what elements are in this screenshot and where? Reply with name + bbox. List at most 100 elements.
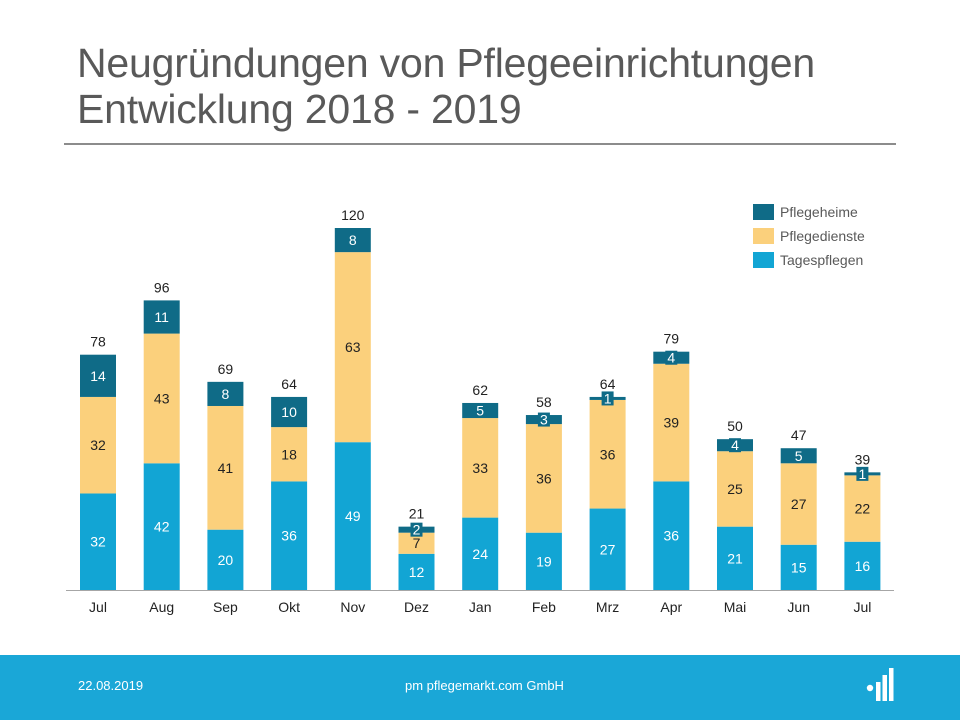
bar-pflegeheime <box>334 228 371 253</box>
x-tick-label: Jul <box>853 599 871 615</box>
total-label: 58 <box>536 394 552 410</box>
data-label-pflegedienste: 22 <box>855 501 871 517</box>
data-label-pflegedienste: 32 <box>90 437 106 453</box>
total-label: 39 <box>855 451 871 467</box>
chart-title: Neugründungen von Pflegeeinrichtungen En… <box>77 40 815 132</box>
data-label-box <box>665 350 678 365</box>
total-label: 62 <box>472 382 488 398</box>
bar-tagespflegen <box>271 481 308 590</box>
data-label-pflegeheime: 8 <box>349 232 357 248</box>
bar-pflegeheime <box>271 396 308 428</box>
data-label-pflegedienste: 36 <box>600 446 616 462</box>
total-label: 21 <box>409 506 425 522</box>
bar-pflegeheime <box>80 354 116 397</box>
data-label-tagespflegen: 24 <box>472 546 488 562</box>
bar-pflegedienste <box>844 475 881 542</box>
stacked-bar-chart: 32321478Jul42431196Aug2041869Sep36181064… <box>66 204 894 615</box>
data-label-pflegeheime: 1 <box>859 466 867 482</box>
x-tick-label: Jan <box>469 599 492 615</box>
data-label-pflegedienste: 43 <box>154 390 170 406</box>
total-label: 78 <box>90 334 106 350</box>
data-label-tagespflegen: 49 <box>345 508 361 524</box>
bar-tagespflegen <box>525 532 562 590</box>
x-tick-label: Jun <box>787 599 810 615</box>
pflegemarkt-logo-icon <box>866 668 894 701</box>
bar-pflegedienste <box>143 333 180 464</box>
data-label-pflegeheime: 4 <box>667 350 675 366</box>
data-label-tagespflegen: 21 <box>727 550 743 566</box>
total-label: 69 <box>218 361 234 377</box>
bar-tagespflegen <box>398 553 435 590</box>
total-label: 96 <box>154 279 170 295</box>
x-tick-label: Okt <box>278 599 300 615</box>
bar-pflegeheime <box>143 300 180 334</box>
bar-pflegedienste <box>717 451 753 527</box>
data-label-tagespflegen: 12 <box>409 564 425 580</box>
data-label-pflegedienste: 25 <box>727 481 743 497</box>
title-divider <box>64 143 896 145</box>
data-label-pflegedienste: 27 <box>791 496 807 512</box>
data-label-pflegedienste: 33 <box>472 460 488 476</box>
bar-pflegedienste <box>653 363 690 482</box>
title-line-1: Neugründungen von Pflegeeinrichtungen <box>77 40 816 86</box>
bar-tagespflegen <box>844 541 881 590</box>
legend-swatch-tagespflegen <box>753 252 774 268</box>
bar-pflegeheime <box>780 448 817 464</box>
bar-pflegedienste <box>780 463 817 545</box>
x-tick-label: Aug <box>149 599 174 615</box>
data-label-pflegeheime: 4 <box>731 437 739 453</box>
total-label: 64 <box>281 376 297 392</box>
data-label-pflegeheime: 1 <box>604 390 612 406</box>
bar-pflegedienste <box>398 532 435 554</box>
bar-pflegeheime <box>462 402 499 419</box>
x-tick-label: Apr <box>660 599 682 615</box>
data-label-tagespflegen: 15 <box>791 559 807 575</box>
legend-swatch-pflegeheime <box>753 204 774 220</box>
x-tick-label: Feb <box>532 599 556 615</box>
bar-pflegedienste <box>207 405 244 530</box>
data-label-box <box>856 466 869 481</box>
total-label: 120 <box>341 207 365 223</box>
legend-swatch-pflegedienste <box>753 228 774 244</box>
total-label: 64 <box>600 376 616 392</box>
data-label-pflegeheime: 3 <box>540 412 548 428</box>
data-label-box <box>537 412 550 427</box>
bar-tagespflegen <box>589 508 626 590</box>
title-line-2: Entwicklung 2018 - 2019 <box>77 86 522 132</box>
data-label-tagespflegen: 19 <box>536 553 552 569</box>
bar-pflegedienste <box>525 424 562 533</box>
bar-tagespflegen <box>653 481 690 590</box>
bar-pflegedienste <box>589 399 626 509</box>
data-label-tagespflegen: 32 <box>90 534 106 550</box>
footer-bar: 22.08.2019 pm pflegemarkt.com GmbH <box>0 655 960 720</box>
x-tick-label: Sep <box>213 599 238 615</box>
x-tick-label: Jul <box>89 599 107 615</box>
data-label-box <box>410 522 423 537</box>
x-tick-label: Nov <box>340 599 365 615</box>
total-label: 50 <box>727 418 743 434</box>
bar-tagespflegen <box>462 517 499 590</box>
data-label-pflegedienste: 36 <box>536 470 552 486</box>
data-label-pflegedienste: 7 <box>413 535 421 551</box>
data-label-tagespflegen: 36 <box>281 528 297 544</box>
total-label: 79 <box>664 331 680 347</box>
x-tick-label: Dez <box>404 599 429 615</box>
legend-label-pflegeheime: Pflegeheime <box>780 204 858 220</box>
data-label-tagespflegen: 42 <box>154 519 170 535</box>
bar-tagespflegen <box>143 463 180 590</box>
data-label-pflegeheime: 5 <box>476 403 484 419</box>
data-label-pflegeheime: 10 <box>281 404 297 420</box>
bar-tagespflegen <box>780 544 817 590</box>
bar-pflegeheime <box>207 381 244 406</box>
bar-pflegedienste <box>80 396 116 494</box>
footer-company: pm pflegemarkt.com GmbH <box>405 678 564 693</box>
data-label-box <box>729 438 741 453</box>
data-label-tagespflegen: 16 <box>855 558 871 574</box>
footer-date: 22.08.2019 <box>78 678 144 693</box>
data-label-pflegedienste: 41 <box>218 460 234 476</box>
data-label-pflegedienste: 39 <box>664 415 680 431</box>
data-label-pflegeheime: 14 <box>90 368 106 384</box>
x-tick-label: Mai <box>724 599 747 615</box>
bar-tagespflegen <box>717 526 753 590</box>
data-label-tagespflegen: 36 <box>664 528 680 544</box>
